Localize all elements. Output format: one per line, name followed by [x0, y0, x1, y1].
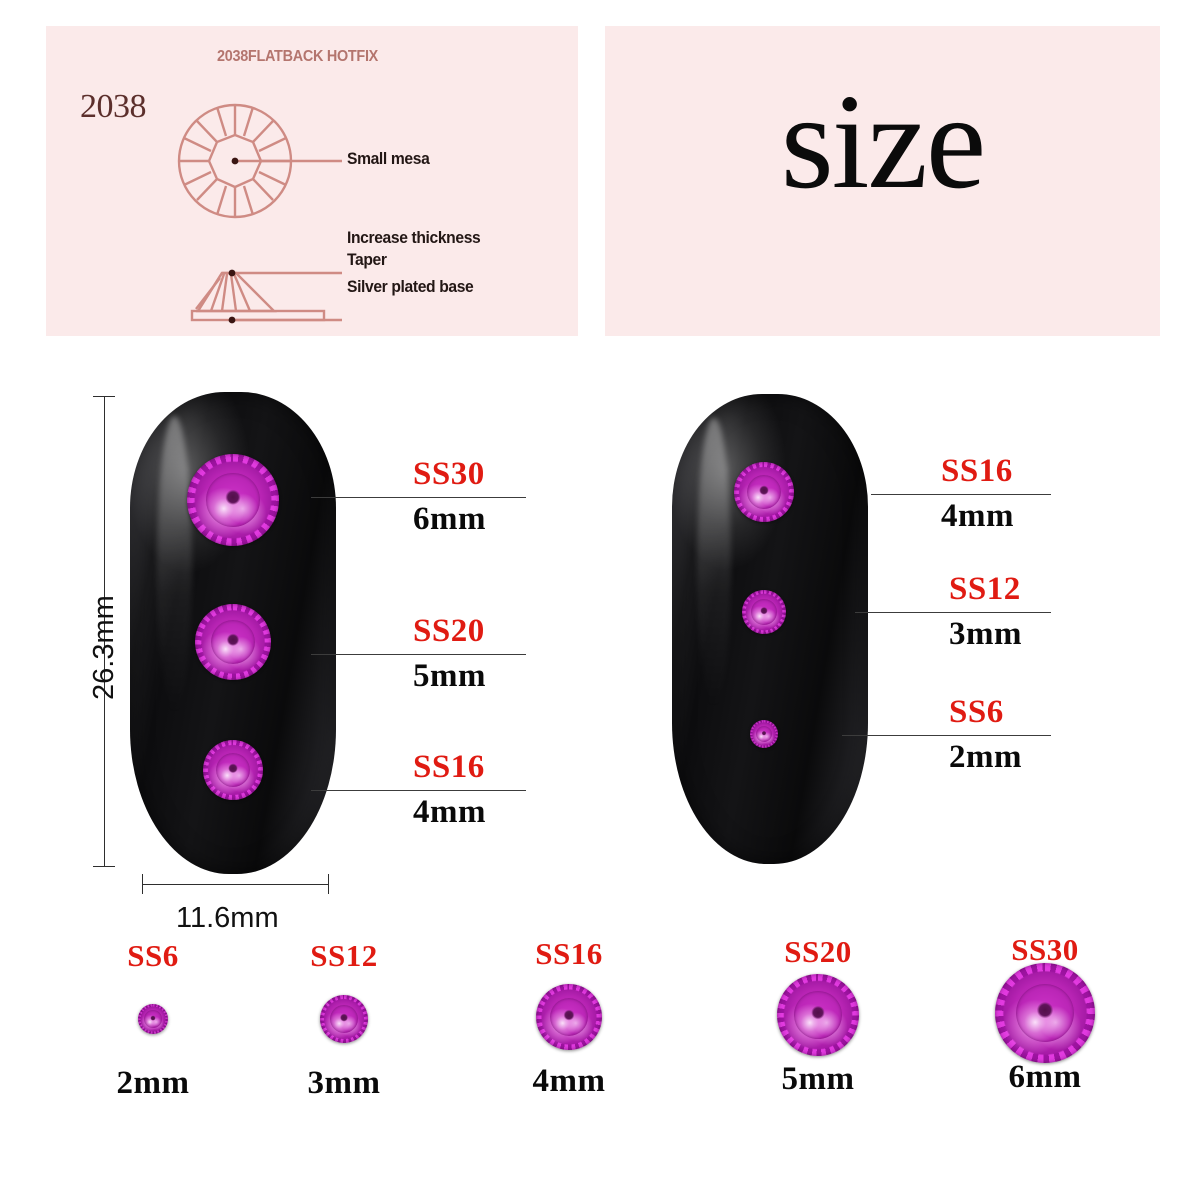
swatch-stone-ss12	[320, 995, 368, 1043]
size-label-ss16-right-group: SS16	[941, 455, 1013, 488]
swatch-ss16: SS16 4mm	[494, 938, 644, 1098]
nail-swatch-right	[672, 394, 868, 864]
swatch-ss-label-ss12: SS12	[310, 938, 378, 973]
size-label-ss6: SS6	[949, 694, 1004, 730]
nail-gloss-highlight-right	[697, 417, 731, 709]
size-label-4mm-right: 4mm	[941, 498, 1014, 534]
size-label-ss30-group: SS30	[413, 458, 485, 491]
leader-line-ss16-right	[871, 494, 1051, 495]
nail-stone-ss6-right	[750, 720, 778, 748]
size-label-4mm-right-group: 4mm	[941, 500, 1014, 533]
thickness-anchor-dot	[228, 269, 236, 277]
size-label-5mm-group: 5mm	[413, 660, 486, 693]
size-label-2mm-group: 2mm	[949, 741, 1022, 774]
size-label-ss30: SS30	[413, 456, 485, 492]
spec-panel: 2038FLATBACK HOTFIX 2038	[46, 26, 578, 336]
size-label-ss6-group: SS6	[949, 696, 1004, 729]
size-label-ss16-left-group: SS16	[413, 751, 485, 784]
leader-line-ss12	[855, 612, 1051, 613]
height-dimension-line	[104, 396, 105, 866]
callout-small-mesa: Small mesa	[347, 149, 430, 168]
swatch-ss6: SS6 2mm	[78, 940, 228, 1100]
size-label-4mm-left: 4mm	[413, 794, 486, 830]
size-label-ss16-right: SS16	[941, 453, 1013, 489]
size-label-2mm: 2mm	[949, 739, 1022, 775]
swatch-ss12: SS12 3mm	[269, 940, 419, 1100]
mesa-anchor-dot	[231, 157, 239, 165]
size-label-4mm-left-group: 4mm	[413, 796, 486, 829]
swatch-mm-label-6mm: 6mm	[1008, 1059, 1082, 1095]
size-label-ss16-left: SS16	[413, 749, 485, 785]
leader-line-ss20	[311, 654, 526, 655]
swatch-stone-wrap-ss30	[970, 963, 1120, 1063]
swatch-stone-wrap-ss12	[269, 971, 419, 1067]
rhinestone-side-profile-icon	[190, 271, 326, 322]
swatch-ss-label-ss20: SS20	[784, 934, 852, 969]
width-dimension-tick-left	[142, 874, 143, 894]
size-heading: size	[780, 67, 986, 217]
size-label-3mm: 3mm	[949, 616, 1022, 652]
size-label-6mm: 6mm	[413, 501, 486, 537]
callout-taper: Taper	[347, 250, 387, 269]
height-dimension-tick-bottom	[93, 866, 115, 867]
swatch-stone-ss20	[777, 974, 859, 1056]
size-label-5mm: 5mm	[413, 658, 486, 694]
base-anchor-dot	[228, 316, 236, 324]
swatch-ss-label-ss16: SS16	[535, 936, 603, 971]
height-dimension-tick-top	[93, 396, 115, 397]
callout-silver-plated-base: Silver plated base	[347, 277, 474, 296]
height-dimension-label: 26.3mm	[88, 595, 120, 700]
size-label-ss20-group: SS20	[413, 615, 485, 648]
swatch-stone-ss6	[138, 1004, 168, 1034]
size-label-ss12-group: SS12	[949, 573, 1021, 606]
swatch-mm-label-3mm: 3mm	[307, 1065, 381, 1101]
nail-stone-ss20	[195, 604, 271, 680]
rhinestone-diagram-svg	[177, 103, 342, 324]
swatch-mm-label-4mm: 4mm	[532, 1063, 606, 1099]
product-code-label: 2038	[80, 88, 147, 125]
swatch-stone-wrap-ss6	[78, 971, 228, 1067]
size-panel: size	[605, 26, 1160, 336]
swatch-ss20: SS20 5mm	[743, 936, 893, 1096]
size-label-ss12: SS12	[949, 571, 1021, 607]
swatch-stone-ss30	[995, 963, 1095, 1063]
width-dimension-label: 11.6mm	[176, 902, 279, 934]
width-dimension-tick-right	[328, 874, 329, 894]
nail-stone-ss30	[187, 454, 279, 546]
swatch-stone-ss16	[536, 984, 602, 1050]
swatch-stone-wrap-ss20	[743, 967, 893, 1063]
swatch-ss-label-ss30: SS30	[1011, 932, 1079, 967]
spec-panel-title: 2038FLATBACK HOTFIX	[216, 48, 379, 65]
swatch-mm-label-2mm: 2mm	[116, 1065, 190, 1101]
nail-stone-ss16-right	[734, 462, 794, 522]
callout-increase-thickness: Increase thickness	[347, 228, 481, 247]
swatch-mm-label-5mm: 5mm	[781, 1061, 855, 1097]
nail-stone-ss12-right	[742, 590, 786, 634]
nail-stone-ss16	[203, 740, 263, 800]
size-label-6mm-group: 6mm	[413, 503, 486, 536]
size-label-3mm-group: 3mm	[949, 618, 1022, 651]
leader-line-ss30	[311, 497, 526, 498]
swatch-stone-wrap-ss16	[494, 969, 644, 1065]
width-dimension-line	[142, 884, 328, 885]
size-label-ss20: SS20	[413, 613, 485, 649]
swatch-ss30: SS30 6mm	[970, 934, 1120, 1094]
nail-gloss-highlight	[156, 416, 192, 715]
leader-line-ss16-left	[311, 790, 526, 791]
nail-swatch-left	[130, 392, 336, 874]
leader-line-ss6	[842, 735, 1051, 736]
swatch-ss-label-ss6: SS6	[127, 938, 179, 973]
